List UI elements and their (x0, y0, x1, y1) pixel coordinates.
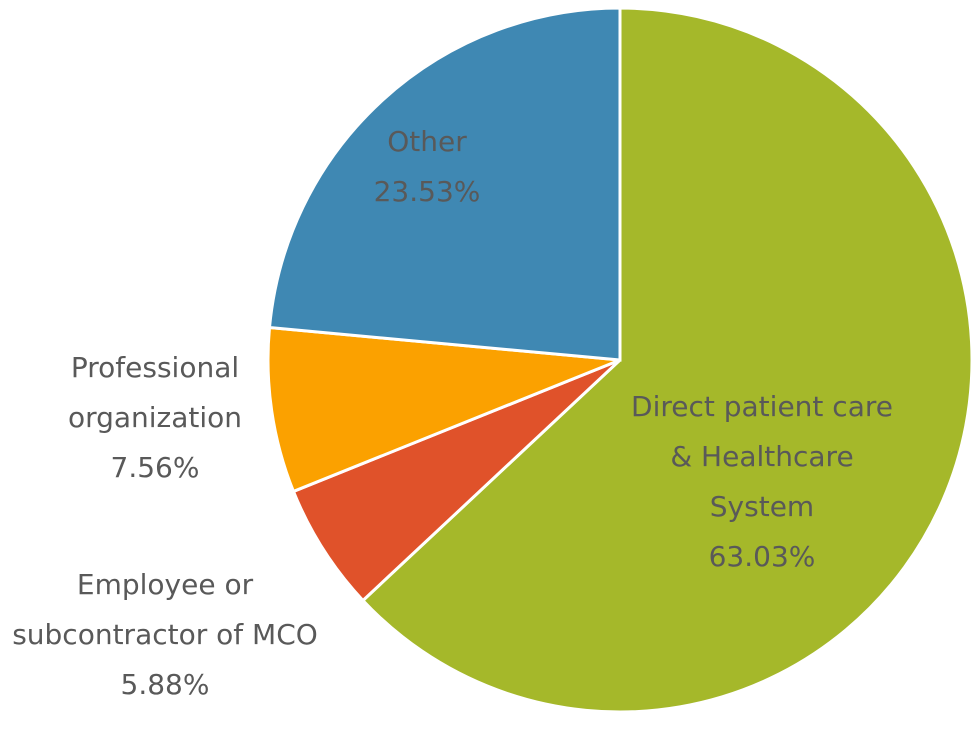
pie-slice (291, 358, 622, 603)
value-label: 63.03% (708, 540, 816, 573)
category-label: Direct patient care & Healthcare System (631, 390, 893, 523)
slice-label: Direct patient care & Healthcare System … (622, 382, 902, 582)
slice-label: Professional organization 7.56% (30, 343, 280, 493)
category-label: Employee or subcontractor of MCO (12, 568, 318, 651)
pie-slice (266, 325, 621, 494)
value-label: 23.53% (373, 175, 481, 208)
value-label: 7.56% (110, 451, 200, 484)
slice-label: Other 23.53% (317, 117, 537, 217)
pie-slice (267, 6, 622, 362)
value-label: 5.88% (120, 668, 210, 701)
slice-label: Employee or subcontractor of MCO 5.88% (10, 560, 320, 710)
category-label: Other (387, 125, 467, 158)
pie-slice (360, 6, 974, 714)
category-label: Professional organization (67, 351, 243, 434)
